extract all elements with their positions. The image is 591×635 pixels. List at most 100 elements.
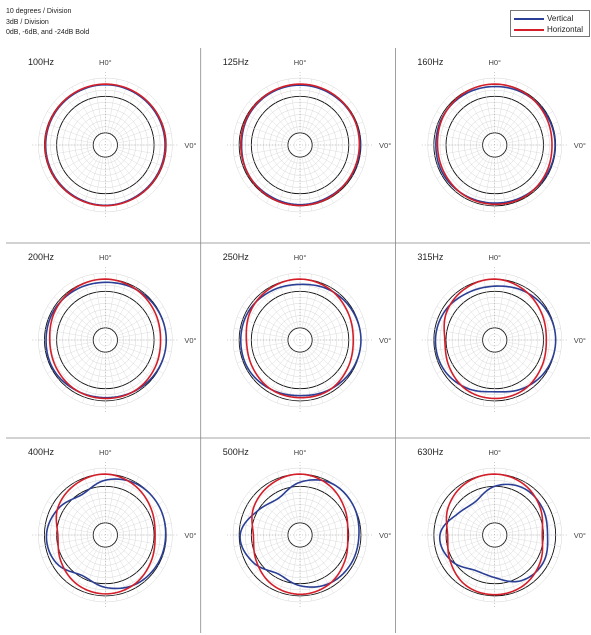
grid-spoke [301,468,312,524]
grid-spoke [266,155,295,204]
grid-spoke [266,281,295,330]
grid-spoke [311,343,364,364]
panel-title: 500Hz [223,447,250,457]
grid-spoke [443,101,486,138]
grid-spoke [311,316,364,337]
grid-spoke [498,546,518,599]
grid-spoke [312,146,367,157]
grid-spoke [114,152,157,189]
legend-swatch-horizontal [514,29,544,31]
series-horizontal-100hz [44,83,167,207]
grid-spoke [115,111,164,140]
label-v0: V0° [184,141,196,150]
grid-spoke [113,154,149,197]
polar-panel-160hz: 160Hz H0° V0° [417,57,586,218]
grid-spoke [471,351,491,404]
grid-spoke [113,483,149,526]
grid-spoke [301,273,312,329]
grid-spoke [309,491,352,528]
grid-spoke [500,155,529,204]
grid-spoke [309,101,352,138]
grid-spoke [71,155,100,204]
grid-spoke [115,540,164,569]
grid-spoke [82,81,102,134]
grid-spoke [82,276,102,329]
label-h0: H0° [99,448,112,457]
grid-spoke [312,328,367,339]
grid-spoke [506,536,561,547]
legend-item-horizontal: Horizontal [514,25,590,35]
legend-label-horizontal: Horizontal [547,25,584,34]
grid-spoke [311,121,364,142]
grid-spoke [276,81,297,134]
grid-spoke [288,468,299,524]
grid-spoke [288,546,299,602]
grid-spoke [234,146,289,157]
grid-spoke [310,501,359,530]
legend: Vertical Horizontal [510,10,590,37]
grid-spoke [431,343,484,364]
grid-spoke [276,276,297,329]
grid-spoke [234,341,289,352]
grid-spoke [115,306,164,335]
grid-spoke [310,306,359,335]
grid-spoke [111,86,140,135]
grid-spoke [443,542,486,579]
grid-spoke [116,148,169,169]
grid-spoke [42,511,94,532]
grid-spoke [498,471,518,524]
grid-spoke [42,148,94,169]
grid-spoke [506,341,561,352]
grid-spoke [256,93,293,136]
label-h0: H0° [488,448,501,457]
label-h0: H0° [294,58,307,67]
legend-label-vertical: Vertical [547,14,574,23]
polar-plot-grid: 100Hz H0° V0° 125Hz H0° V0° 160Hz H0° V0° 200Hz H0… [6,48,590,633]
label-h0: H0° [294,253,307,262]
label-v0: V0° [184,336,196,345]
grid-spoke [305,86,334,135]
grid-spoke [93,156,104,212]
grid-spoke [309,347,352,384]
grid-spoke [503,542,547,579]
grid-spoke [288,78,299,134]
grid-spoke [301,546,312,602]
grid-spoke [113,93,149,136]
grid-spoke [111,350,140,399]
grid-spoke [256,154,293,197]
grid-spoke [42,343,94,364]
grid-spoke [53,347,97,384]
series-horizontal-125hz [239,83,361,207]
grid-spoke [482,468,493,524]
grid-spoke [109,81,129,134]
note-angle-division: 10 degrees / Division [6,8,72,15]
grid-spoke [451,349,488,392]
grid-spoke [47,345,95,374]
polar-panel-125hz: 125Hz H0° V0° [223,57,391,218]
grid-spoke [117,341,172,352]
grid-spoke [505,501,553,530]
grid-spoke [248,101,291,138]
label-v0: V0° [379,141,391,150]
grid-spoke [39,133,94,144]
grid-spoke [39,146,94,157]
grid-spoke [436,345,485,374]
grid-spoke [248,152,291,189]
grid-spoke [307,483,344,526]
grid-spoke [234,536,289,547]
polar-plots-svg: 100Hz H0° V0° 125Hz H0° V0° 160Hz H0° V0° 200Hz H0… [6,48,590,633]
series-vertical-400hz [45,478,167,590]
grid-spoke [62,544,98,587]
grid-spoke [115,501,164,530]
grid-spoke [117,328,172,339]
grid-spoke [248,491,291,528]
grid-spoke [107,546,118,602]
grid-spoke [115,345,164,374]
legend-swatch-vertical [514,18,544,20]
grid-spoke [248,347,291,384]
grid-spoke [237,538,289,559]
grid-spoke [39,341,94,352]
grid-spoke [248,542,291,579]
grid-spoke [461,281,489,330]
label-v0: V0° [574,531,586,540]
